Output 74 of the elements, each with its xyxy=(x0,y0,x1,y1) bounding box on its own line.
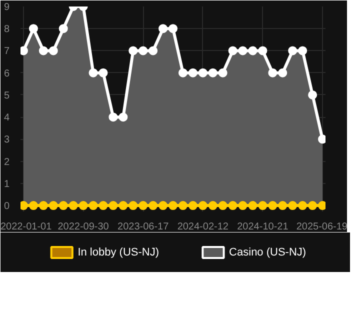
point xyxy=(258,46,268,56)
point xyxy=(228,201,238,210)
point xyxy=(258,201,268,210)
point xyxy=(158,24,168,34)
point xyxy=(208,68,218,78)
y-tick-label: 3 xyxy=(4,134,10,146)
y-tick-label: 4 xyxy=(4,112,10,124)
point xyxy=(198,201,208,210)
point xyxy=(48,201,58,210)
y-tick-label: 8 xyxy=(4,24,10,36)
point xyxy=(138,201,148,210)
x-tick-label: 2023-06-17 xyxy=(118,222,170,232)
point xyxy=(248,46,258,56)
x-tick-label: 2024-02-12 xyxy=(177,222,229,232)
point xyxy=(288,46,298,56)
point xyxy=(58,201,68,210)
point xyxy=(238,201,248,210)
point xyxy=(298,201,308,210)
point xyxy=(268,201,278,210)
point xyxy=(278,68,288,78)
y-tick-label: 0 xyxy=(4,201,10,212)
point xyxy=(198,68,208,78)
point xyxy=(298,46,308,56)
point xyxy=(188,201,198,210)
point xyxy=(48,46,58,56)
point xyxy=(208,201,218,210)
point xyxy=(228,46,238,56)
point xyxy=(148,46,158,56)
point xyxy=(28,24,38,34)
x-tick-label: 2022-09-30 xyxy=(58,222,110,232)
point xyxy=(218,68,228,78)
point xyxy=(148,201,158,210)
point xyxy=(168,24,178,34)
point xyxy=(128,201,138,210)
point xyxy=(118,201,128,210)
point xyxy=(308,201,318,210)
point xyxy=(238,46,248,56)
point xyxy=(178,201,188,210)
point xyxy=(178,68,188,78)
point xyxy=(118,112,128,122)
point xyxy=(268,68,278,78)
point xyxy=(38,46,48,56)
point xyxy=(108,201,118,210)
point xyxy=(158,201,168,210)
point xyxy=(218,201,228,210)
point xyxy=(128,46,138,56)
point xyxy=(98,68,108,78)
y-tick-label: 5 xyxy=(4,90,10,102)
point xyxy=(28,201,38,210)
y-tick-label: 2 xyxy=(4,156,10,168)
point xyxy=(188,68,198,78)
x-tick-label: 2024-10-21 xyxy=(237,222,289,232)
legend-label: Casino (US-NJ) xyxy=(229,246,306,258)
y-tick-label: 7 xyxy=(4,46,10,58)
y-tick-label: 1 xyxy=(4,178,10,190)
x-tick-label: 2025-06-19 xyxy=(296,222,348,232)
point xyxy=(288,201,298,210)
x-tick-label: 2022-01-01 xyxy=(0,222,52,232)
point xyxy=(248,201,258,210)
point xyxy=(138,46,148,56)
legend-label: In lobby (US-NJ) xyxy=(78,246,159,258)
point xyxy=(38,201,48,210)
point xyxy=(78,201,88,210)
y-tick-label: 6 xyxy=(4,68,10,80)
point xyxy=(88,201,98,210)
y-tick-label: 9 xyxy=(4,2,10,13)
point xyxy=(58,24,68,34)
point xyxy=(98,201,108,210)
point xyxy=(68,201,78,210)
point xyxy=(168,201,178,210)
point xyxy=(278,201,288,210)
point xyxy=(308,90,318,100)
point xyxy=(108,112,118,122)
point xyxy=(88,68,98,78)
